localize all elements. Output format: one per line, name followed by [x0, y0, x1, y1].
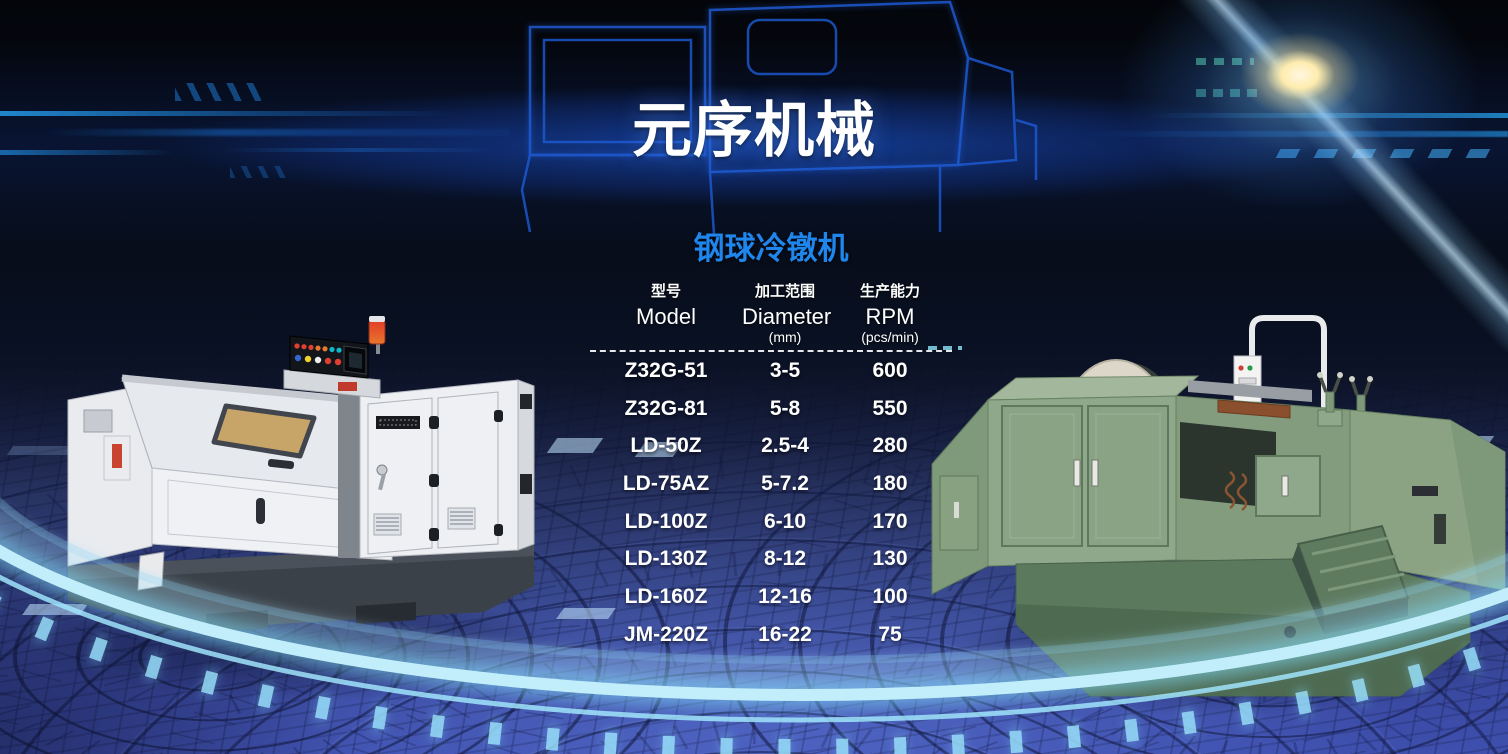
- header-en: Diameter: [742, 304, 832, 329]
- lens-flare-core: [1240, 32, 1360, 118]
- cell-rpm: 170: [872, 509, 908, 533]
- cell-diameter: 3-5: [769, 358, 801, 382]
- cell-model: LD-100Z: [624, 509, 708, 533]
- spec-row: Z32G-51 3-5 600: [590, 352, 952, 390]
- cell-rpm: 100: [872, 584, 908, 608]
- spec-row: LD-75AZ 5-7.2 180: [590, 465, 952, 503]
- feed-bench: [1217, 399, 1291, 419]
- cell-rpm: 75: [878, 622, 902, 646]
- spec-table: 型号 Model 加工范围 Diameter (mm) 生产能力 RPM (pc…: [590, 282, 952, 654]
- header-unit: [590, 330, 742, 345]
- header-unit: (pcs/min): [861, 329, 919, 345]
- page-title: 元序机械: [632, 97, 876, 164]
- header-en: Model: [636, 304, 696, 329]
- beacon-light: [368, 316, 386, 354]
- dashed-divider: [590, 350, 952, 352]
- cell-rpm: 550: [872, 396, 908, 420]
- console-buttons: [294, 354, 342, 366]
- machine-left-panel: [67, 383, 153, 567]
- spec-row: LD-50Z 2.5-4 280: [590, 427, 952, 465]
- machine-hood: [121, 374, 393, 495]
- machine-door-cabinet: [359, 379, 535, 559]
- green-main-cabinet: [986, 375, 1200, 567]
- header-zh: 型号: [650, 283, 681, 300]
- tooling-cavity: [1180, 422, 1276, 508]
- cell-rpm: 600: [872, 358, 908, 382]
- wireframe-machine-outline: [520, 0, 1038, 236]
- cell-rpm: 130: [872, 547, 908, 571]
- machine-column: [338, 394, 360, 558]
- page-subtitle: 钢球冷镦机: [693, 231, 849, 266]
- door-hinges: [429, 410, 503, 541]
- header-zh: 加工范围: [754, 283, 815, 300]
- spec-row: LD-100Z 6-10 170: [590, 503, 952, 541]
- cell-diameter: 16-22: [758, 622, 812, 646]
- cabinet-door-right: [1087, 405, 1169, 547]
- column-header-model: 型号 Model: [590, 282, 742, 345]
- cell-model: Z32G-81: [624, 396, 708, 420]
- console-label: [338, 382, 357, 391]
- cell-diameter: 5-8: [769, 396, 801, 420]
- spec-row: LD-130Z 8-12 130: [590, 540, 952, 578]
- cell-model: LD-160Z: [624, 584, 708, 608]
- cell-diameter: 5-7.2: [761, 471, 809, 495]
- cell-model: LD-50Z: [630, 434, 702, 458]
- spec-row: JM-220Z 16-22 75: [590, 616, 952, 654]
- cell-diameter: 6-10: [763, 509, 807, 533]
- latch: [1412, 486, 1438, 496]
- nameplate: [376, 416, 420, 429]
- spec-table-header: 型号 Model 加工范围 Diameter (mm) 生产能力 RPM (pc…: [590, 282, 952, 345]
- header-unit: (mm): [768, 329, 802, 345]
- die-section: [1175, 380, 1351, 563]
- header-zh: 生产能力: [859, 283, 920, 300]
- cell-model: JM-220Z: [623, 622, 709, 646]
- door-key-handle: [376, 464, 388, 491]
- cabinet-door-left: [1001, 405, 1083, 547]
- cell-diameter: 2.5-4: [761, 434, 809, 458]
- cell-rpm: 280: [872, 434, 908, 458]
- cell-model: LD-130Z: [624, 547, 708, 571]
- spec-row: Z32G-81 5-8 550: [590, 390, 952, 428]
- control-console: [283, 316, 386, 399]
- spec-table-body: Z32G-51 3-5 600 Z32G-81 5-8 550 LD-50Z 2…: [590, 352, 952, 654]
- pipe-frame: [1249, 315, 1327, 434]
- cell-rpm: 180: [872, 471, 908, 495]
- cell-diameter: 12-16: [758, 584, 812, 608]
- cell-model: LD-75AZ: [622, 471, 710, 495]
- door-vents: [373, 507, 476, 536]
- lever: [1434, 514, 1446, 544]
- header-en: RPM: [865, 304, 915, 329]
- column-header-diameter: 加工范围 Diameter (mm): [742, 282, 832, 345]
- hood-window: [211, 403, 317, 459]
- spec-row: LD-160Z 12-16 100: [590, 578, 952, 616]
- cell-model: Z32G-51: [624, 358, 708, 382]
- cell-diameter: 8-12: [763, 547, 807, 571]
- column-header-rpm: 生产能力 RPM (pcs/min): [828, 282, 952, 345]
- wire-coils: [1224, 471, 1248, 511]
